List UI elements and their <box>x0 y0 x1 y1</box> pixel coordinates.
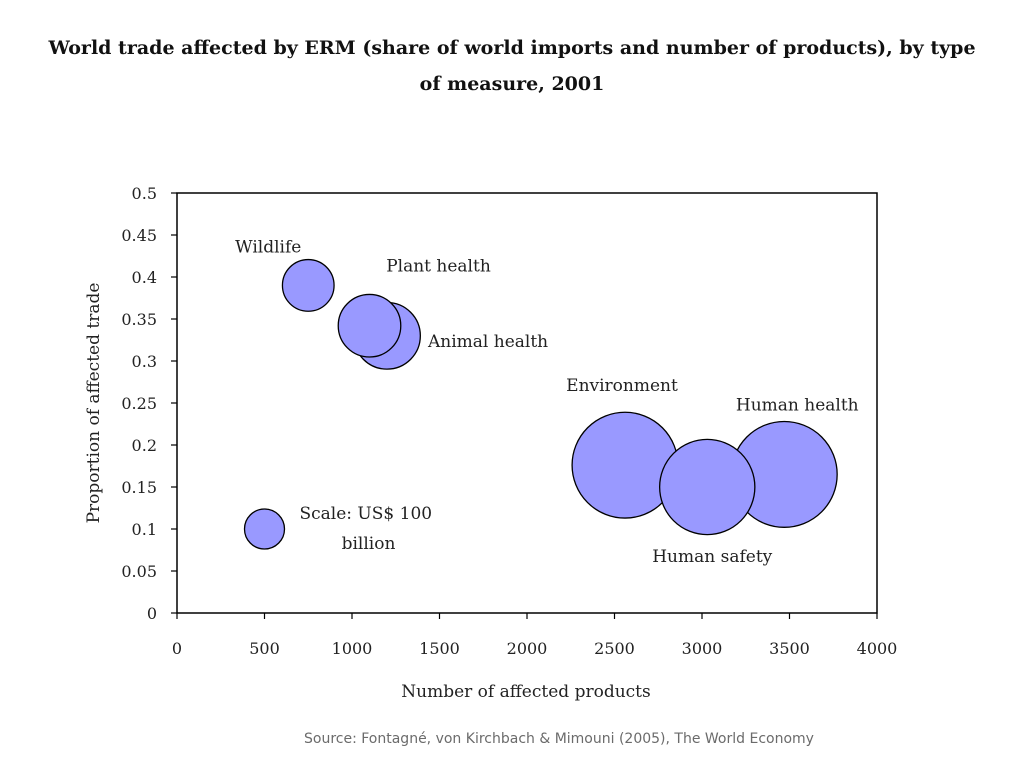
y-tick-label: 0.1 <box>132 520 157 539</box>
x-tick-label: 2000 <box>507 639 548 658</box>
bubble-scale-reference <box>243 508 286 550</box>
bubble-human-safety <box>658 438 756 536</box>
y-tick-label: 0.25 <box>121 394 157 413</box>
x-tick-label: 500 <box>249 639 280 658</box>
bubble-wildlife <box>281 258 335 312</box>
source-note: Source: Fontagné, von Kirchbach & Mimoun… <box>304 731 814 747</box>
y-tick-label: 0.15 <box>121 478 157 497</box>
x-axis-label: Number of affected products <box>401 682 650 702</box>
y-tick-label: 0 <box>147 604 157 623</box>
x-tick-label: 3500 <box>769 639 810 658</box>
label-human-safety: Human safety <box>652 547 772 567</box>
y-tick-label: 0.2 <box>132 436 157 455</box>
label-animal-health: Animal health <box>427 332 548 352</box>
y-tick-label: 0.3 <box>132 352 157 371</box>
x-tick-label: 3000 <box>682 639 723 658</box>
bubbles <box>243 258 838 550</box>
bubble-labels: Scale: US$ 100 billion Wildlife Animal heal… <box>235 237 859 567</box>
x-tick-label: 2500 <box>594 639 635 658</box>
x-tick-label: 4000 <box>857 639 898 658</box>
scale-label-line1: Scale: US$ 100 <box>300 504 433 524</box>
x-tick-label: 0 <box>172 639 182 658</box>
y-tick-label: 0.05 <box>121 562 157 581</box>
label-human-health: Human health <box>736 395 859 415</box>
axes: 0 500 1000 1500 2000 2500 3000 3500 4000 0 0.05 0.1… <box>121 184 897 658</box>
x-tick-label: 1500 <box>419 639 460 658</box>
y-tick-label: 0.35 <box>121 310 157 329</box>
label-wildlife: Wildlife <box>235 237 301 257</box>
y-tick-label: 0.45 <box>121 226 157 245</box>
y-tick-label: 0.4 <box>132 268 157 287</box>
label-plant-health: Plant health <box>386 257 491 277</box>
y-axis-label: Proportion of affected trade <box>84 283 104 524</box>
label-environment: Environment <box>566 376 678 396</box>
y-tick-label: 0.5 <box>132 184 157 203</box>
scale-label-line2: billion <box>342 534 396 554</box>
chart-title: World trade affected by ERM (share of wo… <box>48 37 976 95</box>
bubble-plant-health <box>337 293 402 358</box>
x-tick-label: 1000 <box>332 639 373 658</box>
